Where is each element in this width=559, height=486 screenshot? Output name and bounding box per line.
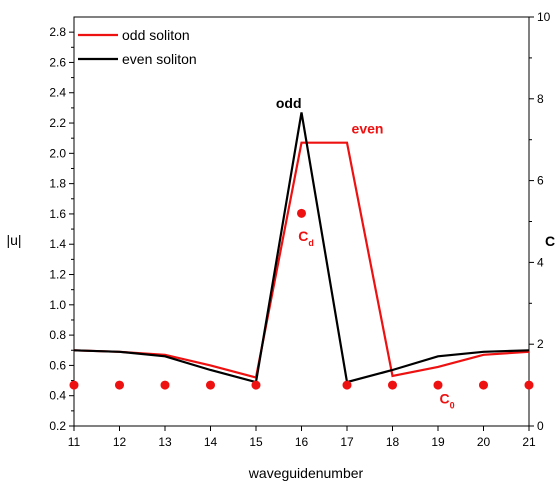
left-tick-label: 2.2 <box>49 116 66 130</box>
left-tick-label: 0.2 <box>49 419 66 433</box>
plot-border <box>73 16 530 427</box>
x-axis: 11 12 13 14 15 16 17 18 19 20 21 <box>68 426 536 449</box>
right-axis-title: C <box>545 233 555 249</box>
x-tick-label: 18 <box>386 435 400 449</box>
coupling-point <box>160 380 170 390</box>
odd-soliton-line <box>73 141 530 379</box>
annotation-label: odd <box>276 95 302 111</box>
x-tick-label: 13 <box>158 435 172 449</box>
even-soliton-line <box>73 112 530 384</box>
legend-label: even soliton <box>122 51 197 67</box>
coupling-point <box>115 380 124 390</box>
x-tick-label: 21 <box>522 435 536 449</box>
left-axis-title: |u| <box>6 232 21 248</box>
coupling-point <box>206 380 215 390</box>
left-tick-label: 1.0 <box>49 298 66 312</box>
left-tick-label: 1.8 <box>49 177 66 191</box>
left-tick-label: 0.4 <box>49 389 66 403</box>
plot-frame <box>73 16 530 427</box>
x-axis-title: waveguidenumber <box>248 465 364 481</box>
legend: odd soliton even soliton <box>78 27 197 67</box>
coupling-point <box>69 380 79 390</box>
left-tick-label: 1.6 <box>49 207 66 221</box>
coupling-point <box>297 208 306 218</box>
left-tick-label: 0.6 <box>49 358 66 372</box>
left-tick-label: 0.8 <box>49 328 66 342</box>
left-tick-label: 2.8 <box>49 25 66 39</box>
x-tick-label: 11 <box>68 435 81 449</box>
x-tick-label: 14 <box>204 435 218 449</box>
legend-label: odd soliton <box>122 27 190 43</box>
series-layer <box>73 112 530 384</box>
annotation-label: C0 <box>440 390 455 410</box>
x-tick-label: 15 <box>249 435 263 449</box>
left-tick-label: 1.4 <box>49 237 66 251</box>
x-tick-label: 12 <box>113 435 127 449</box>
x-tick-label: 16 <box>295 435 309 449</box>
right-tick-label: 2 <box>537 337 544 351</box>
coupling-point <box>524 380 534 390</box>
annotations: odd even Cd C0 <box>276 95 455 410</box>
left-tick-label: 2.4 <box>49 86 66 100</box>
right-axis: 0 2 4 6 8 10 <box>529 10 551 433</box>
coupling-point <box>479 380 488 390</box>
x-tick-label: 17 <box>340 435 354 449</box>
annotation-label: Cd <box>298 228 314 248</box>
coupling-point <box>342 380 352 390</box>
x-tick-label: 19 <box>431 435 445 449</box>
left-axis: 0.2 0.4 0.6 0.8 1.0 1.2 1.4 1.6 1.8 2.0 2.2 2.4 2.6 2… <box>49 25 74 433</box>
left-tick-label: 2.6 <box>49 55 66 69</box>
annotation-label: even <box>352 121 384 137</box>
left-tick-label: 2.0 <box>49 146 66 160</box>
right-tick-label: 6 <box>537 174 544 188</box>
right-tick-label: 10 <box>537 10 551 24</box>
x-tick-label: 20 <box>477 435 491 449</box>
right-tick-label: 4 <box>537 255 544 269</box>
right-tick-label: 0 <box>537 419 544 433</box>
coupling-point <box>433 380 443 390</box>
coupling-point <box>251 380 261 390</box>
coupling-points <box>69 208 534 390</box>
left-tick-label: 1.2 <box>49 268 66 282</box>
right-tick-label: 8 <box>537 92 544 106</box>
coupling-point <box>388 380 397 390</box>
